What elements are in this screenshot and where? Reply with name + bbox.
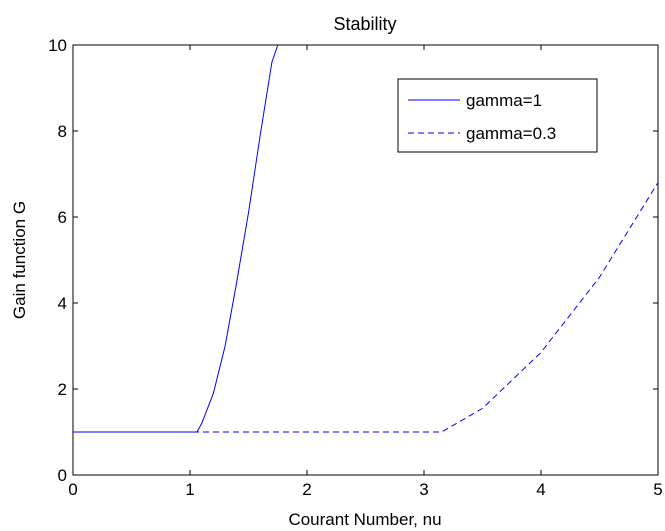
x-tick-label: 0: [68, 480, 77, 499]
y-tick-label: 0: [58, 466, 67, 485]
x-tick-label: 4: [536, 480, 545, 499]
legend: gamma=1 gamma=0.3: [397, 78, 598, 153]
legend-label-gamma-1: gamma=1: [466, 91, 542, 110]
y-tick-label: 2: [58, 380, 67, 399]
y-tick-label: 10: [48, 36, 67, 55]
y-tick-label: 6: [58, 208, 67, 227]
x-tick-label: 5: [653, 480, 662, 499]
series-line-2: [73, 182, 659, 433]
x-tick-label: 2: [302, 480, 311, 499]
series-layer: [73, 44, 659, 433]
x-tick-label: 3: [419, 480, 428, 499]
chart-title: Stability: [333, 14, 396, 34]
x-axis-title: Courant Number, nu: [288, 510, 441, 529]
series-line-1: [73, 44, 279, 433]
y-tick-label: 4: [58, 294, 67, 313]
x-tick-label: 1: [185, 480, 194, 499]
legend-box: [397, 78, 598, 153]
y-axis-title: Gain function G: [10, 201, 29, 319]
y-tick-label: 8: [58, 122, 67, 141]
axis-ticks: 0 1 2 3 4 5 0 2 4 6 8 10: [48, 36, 663, 499]
legend-label-gamma-0.3: gamma=0.3: [466, 124, 556, 143]
